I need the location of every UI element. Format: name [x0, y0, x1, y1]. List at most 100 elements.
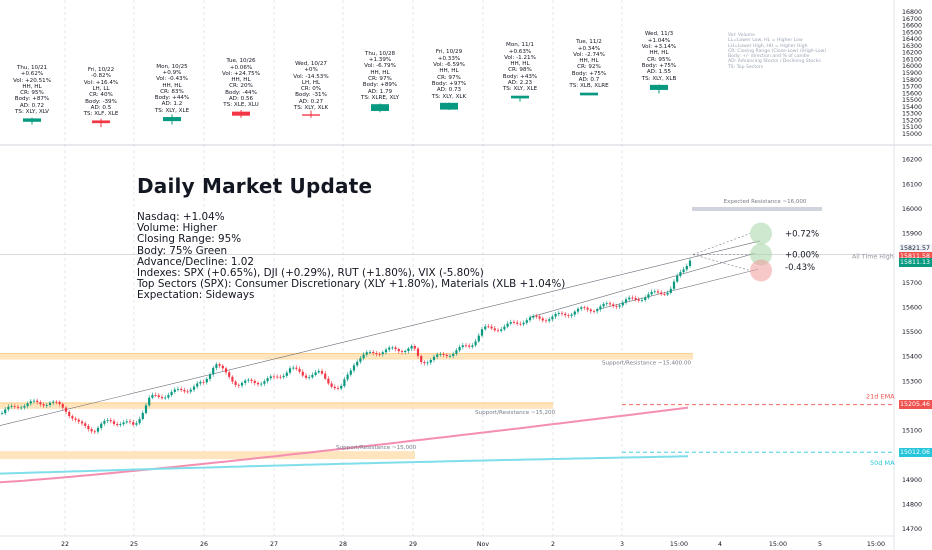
- intraday-candle-body: [132, 422, 135, 425]
- intraday-candle-body: [215, 364, 218, 368]
- daily-candle-body: [371, 104, 389, 111]
- day-note-line: AD: 1.2: [161, 101, 183, 108]
- day-note-line: HH, HL: [370, 69, 390, 76]
- intraday-candle-body: [96, 427, 100, 432]
- intraday-candle-body: [605, 303, 608, 305]
- day-note-line: AD: 0.56: [228, 96, 254, 102]
- intraday-candle-body: [410, 345, 413, 349]
- intraday-candle-body: [106, 420, 109, 421]
- intraday-candle-body: [0, 413, 4, 414]
- price-tick-label: 16800: [902, 9, 922, 16]
- time-axis[interactable]: 22 25 26 27 28 29 Nov 2 3 15:00 4 15:00 5 15:00: [61, 541, 885, 548]
- intraday-candle-body: [125, 421, 128, 423]
- legend-line: LL=Lower Low, HL = Higher Low: [728, 38, 803, 44]
- intraday-candle-body: [378, 354, 381, 355]
- intraday-candle-body: [359, 358, 362, 362]
- moving-averages: [0, 406, 689, 484]
- day-note: Fri, 10/29 +0.33% Vol: -6.59% HH, HL CR: 97%…: [419, 49, 479, 99]
- price-tick-label: 16100: [902, 181, 922, 188]
- day-note-line: Body: +43%: [502, 73, 538, 80]
- intraday-candle-body: [580, 307, 583, 309]
- daily-candle-body: [302, 114, 320, 116]
- intraday-candle-body: [589, 309, 592, 312]
- intraday-candle-body: [346, 374, 349, 380]
- time-tick-label: Nov: [477, 541, 490, 548]
- price-tag: 15205.46: [899, 400, 932, 410]
- scenario-projection: +0.72% +0.00% -0.43%: [692, 222, 819, 282]
- intraday-candle-body: [320, 371, 324, 374]
- price-tick-label: 15400: [902, 104, 922, 111]
- intraday-candle-body: [122, 422, 125, 425]
- day-note-line: Mon, 10/25: [156, 63, 188, 70]
- intraday-candle-body: [292, 367, 295, 369]
- intraday-candle-body: [464, 345, 468, 347]
- intraday-candle-body: [7, 406, 10, 410]
- intraday-candle-body: [407, 348, 410, 351]
- intraday-candle-body: [637, 299, 640, 301]
- intraday-candle-body: [173, 389, 176, 392]
- intraday-candle-body: [247, 379, 250, 381]
- day-note-line: HH, HL: [510, 61, 530, 68]
- scenario-marker: [750, 222, 772, 245]
- intraday-candle-body: [352, 365, 356, 371]
- day-note-line: Mon, 11/1: [506, 42, 534, 49]
- price-tick-label: 16500: [902, 29, 922, 36]
- intraday-candle-body: [135, 423, 138, 425]
- day-note-line: TS: XLB, XLRE: [569, 83, 609, 90]
- intraday-candle-body: [490, 326, 493, 329]
- expected-resistance-label: Expected Resistance ~16,000: [724, 199, 807, 205]
- intraday-candle-body: [496, 330, 500, 332]
- intraday-candle-body: [189, 389, 192, 392]
- intraday-candle-body: [634, 297, 637, 300]
- intraday-candle-body: [500, 329, 503, 331]
- day-note-line: TS: XLY, XLB: [641, 75, 677, 82]
- day-note-line: Wed, 11/3: [644, 31, 674, 38]
- time-tick-label: 15:00: [670, 541, 688, 548]
- time-tick-label: 3: [620, 541, 624, 548]
- daily-candle-body: [23, 118, 41, 122]
- intraday-candle-body: [288, 368, 292, 373]
- day-note-line: CR: 20%: [229, 83, 253, 90]
- intraday-candle-body: [154, 394, 157, 396]
- intraday-candle-body: [468, 345, 471, 347]
- intraday-candle-body: [420, 356, 423, 363]
- intraday-candle-body: [682, 269, 685, 273]
- intraday-candle-body: [16, 406, 20, 408]
- day-note-line: TS: XLY, XLK: [431, 93, 467, 100]
- intraday-candle-body: [202, 381, 205, 383]
- intraday-candle-body: [253, 380, 256, 383]
- intraday-candle-body: [666, 292, 669, 295]
- price-tick-label: 15600: [902, 304, 922, 311]
- day-note-line: TS: XLY, XLE: [502, 86, 538, 93]
- day-note-line: HH, HL: [22, 83, 42, 90]
- intraday-candle-body: [487, 326, 490, 328]
- intraday-candle-body: [477, 335, 480, 342]
- summary-line: Closing Range: 95%: [137, 233, 242, 246]
- intraday-candle-body: [151, 394, 154, 398]
- intraday-candle-body: [144, 405, 148, 413]
- intraday-candle-body: [304, 375, 308, 378]
- summary-line: Indexes: SPX (+0.65%), DJI (+0.29%), RUT…: [137, 267, 484, 280]
- intraday-candle-body: [365, 352, 368, 355]
- intraday-candle-body: [10, 406, 13, 407]
- day-note: Fri, 10/22 -0.82% Vol: +16.4% LH, LL CR: 40%…: [71, 67, 131, 117]
- intraday-candle-body: [298, 368, 301, 372]
- day-note-line: +1.39%: [368, 57, 392, 64]
- intraday-candle-body: [445, 354, 448, 357]
- day-note-line: TS: XLE, XLU: [223, 102, 259, 109]
- intraday-candle-body: [116, 423, 119, 426]
- day-note-line: AD: 1.55: [646, 69, 672, 76]
- price-axis[interactable]: 1680016700166001650016400163001620016100…: [902, 9, 922, 533]
- intraday-candle-body: [426, 362, 429, 364]
- upper-trend-line: [0, 240, 761, 426]
- day-note-line: Vol: -2.74%: [573, 51, 605, 58]
- intraday-candle-body: [343, 379, 346, 386]
- intraday-candle-body: [538, 316, 541, 319]
- day-note-line: Tue, 10/26: [226, 58, 256, 65]
- intraday-candle-body: [164, 397, 167, 399]
- support-15000-label: Support/Resistance ~15,000: [336, 445, 417, 451]
- day-note-line: AD: 0.27: [298, 98, 324, 105]
- intraday-candle-body: [384, 349, 388, 353]
- day-note-line: AD: 0.5: [90, 104, 112, 111]
